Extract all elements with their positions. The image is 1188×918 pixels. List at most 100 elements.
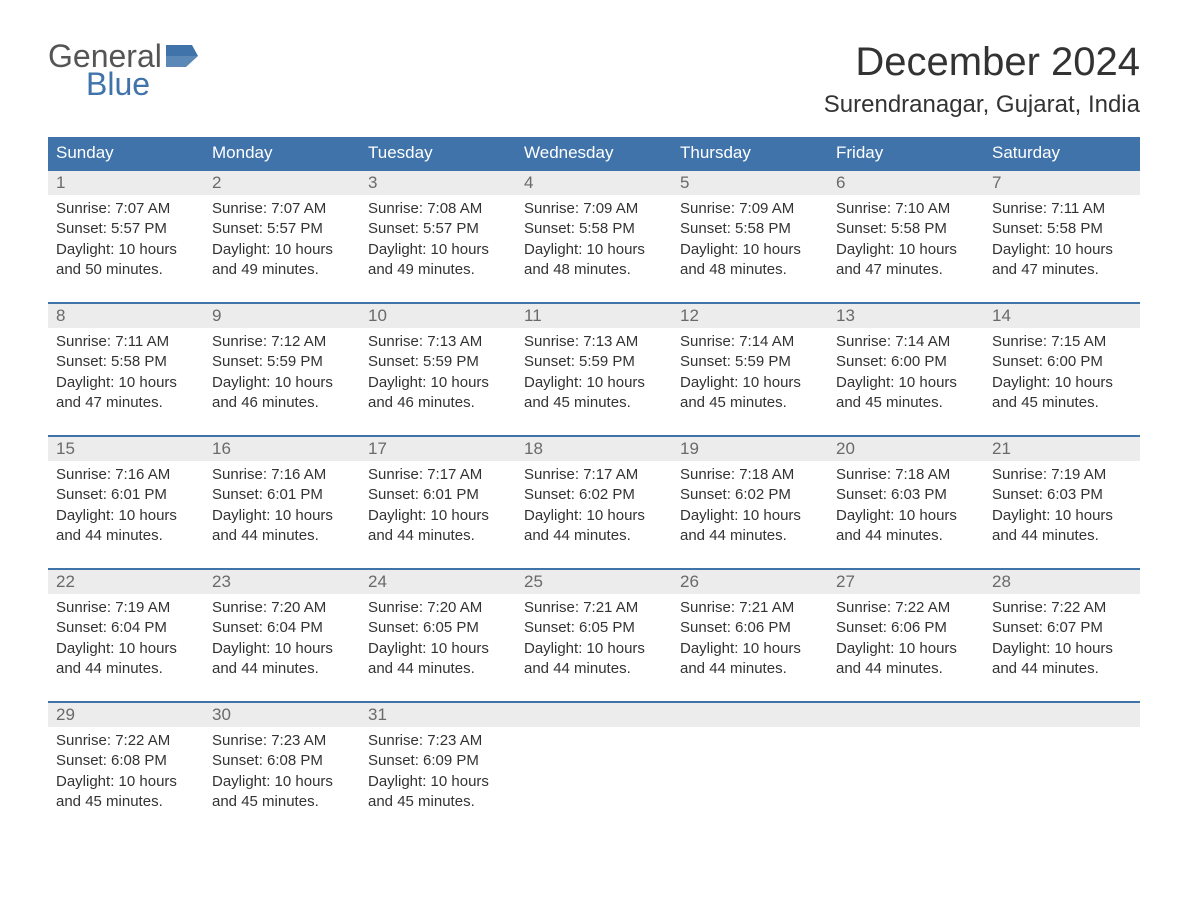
day-number: 10 bbox=[360, 304, 516, 328]
day-number: 29 bbox=[48, 703, 204, 727]
daylight-text-2: and 49 minutes. bbox=[368, 260, 508, 280]
daylight-text-1: Daylight: 10 hours bbox=[368, 506, 508, 526]
day-cell: Sunrise: 7:09 AMSunset: 5:58 PMDaylight:… bbox=[516, 195, 672, 302]
sunset-text: Sunset: 6:02 PM bbox=[680, 485, 820, 505]
day-number: 31 bbox=[360, 703, 516, 727]
day-number-row: 891011121314 bbox=[48, 304, 1140, 328]
daylight-text-1: Daylight: 10 hours bbox=[212, 506, 352, 526]
day-number: 14 bbox=[984, 304, 1140, 328]
sunset-text: Sunset: 5:58 PM bbox=[524, 219, 664, 239]
day-number-row: 1234567 bbox=[48, 171, 1140, 195]
sunrise-text: Sunrise: 7:08 AM bbox=[368, 199, 508, 219]
daylight-text-2: and 48 minutes. bbox=[680, 260, 820, 280]
sunrise-text: Sunrise: 7:09 AM bbox=[680, 199, 820, 219]
day-cell: Sunrise: 7:14 AMSunset: 5:59 PMDaylight:… bbox=[672, 328, 828, 435]
sunrise-text: Sunrise: 7:22 AM bbox=[992, 598, 1132, 618]
daylight-text-2: and 44 minutes. bbox=[836, 659, 976, 679]
day-number-row: 22232425262728 bbox=[48, 570, 1140, 594]
sunrise-text: Sunrise: 7:20 AM bbox=[368, 598, 508, 618]
day-cell: Sunrise: 7:16 AMSunset: 6:01 PMDaylight:… bbox=[48, 461, 204, 568]
daylight-text-1: Daylight: 10 hours bbox=[680, 639, 820, 659]
day-number: 16 bbox=[204, 437, 360, 461]
day-cell: Sunrise: 7:18 AMSunset: 6:03 PMDaylight:… bbox=[828, 461, 984, 568]
sunset-text: Sunset: 5:59 PM bbox=[368, 352, 508, 372]
daylight-text-1: Daylight: 10 hours bbox=[212, 240, 352, 260]
day-number: 24 bbox=[360, 570, 516, 594]
day-cell: Sunrise: 7:23 AMSunset: 6:08 PMDaylight:… bbox=[204, 727, 360, 834]
day-cell: Sunrise: 7:09 AMSunset: 5:58 PMDaylight:… bbox=[672, 195, 828, 302]
day-number-row: 293031 bbox=[48, 703, 1140, 727]
sunset-text: Sunset: 5:59 PM bbox=[524, 352, 664, 372]
day-cells-row: Sunrise: 7:11 AMSunset: 5:58 PMDaylight:… bbox=[48, 328, 1140, 435]
day-cell: Sunrise: 7:23 AMSunset: 6:09 PMDaylight:… bbox=[360, 727, 516, 834]
page-header: General Blue December 2024 Surendranagar… bbox=[48, 40, 1140, 119]
week-block: 891011121314Sunrise: 7:11 AMSunset: 5:58… bbox=[48, 302, 1140, 435]
daylight-text-1: Daylight: 10 hours bbox=[368, 772, 508, 792]
sunset-text: Sunset: 6:04 PM bbox=[212, 618, 352, 638]
weekday-header: Thursday bbox=[672, 137, 828, 169]
sunrise-text: Sunrise: 7:20 AM bbox=[212, 598, 352, 618]
sunrise-text: Sunrise: 7:22 AM bbox=[56, 731, 196, 751]
daylight-text-2: and 44 minutes. bbox=[524, 526, 664, 546]
daylight-text-2: and 45 minutes. bbox=[212, 792, 352, 812]
daylight-text-2: and 47 minutes. bbox=[992, 260, 1132, 280]
day-cell: Sunrise: 7:12 AMSunset: 5:59 PMDaylight:… bbox=[204, 328, 360, 435]
daylight-text-1: Daylight: 10 hours bbox=[212, 639, 352, 659]
daylight-text-1: Daylight: 10 hours bbox=[368, 240, 508, 260]
sunrise-text: Sunrise: 7:18 AM bbox=[836, 465, 976, 485]
day-number: 6 bbox=[828, 171, 984, 195]
daylight-text-2: and 44 minutes. bbox=[992, 526, 1132, 546]
sunrise-text: Sunrise: 7:18 AM bbox=[680, 465, 820, 485]
daylight-text-1: Daylight: 10 hours bbox=[992, 506, 1132, 526]
day-cell: Sunrise: 7:20 AMSunset: 6:04 PMDaylight:… bbox=[204, 594, 360, 701]
daylight-text-1: Daylight: 10 hours bbox=[56, 639, 196, 659]
daylight-text-2: and 44 minutes. bbox=[992, 659, 1132, 679]
day-number: 15 bbox=[48, 437, 204, 461]
day-number: 11 bbox=[516, 304, 672, 328]
sunset-text: Sunset: 5:59 PM bbox=[680, 352, 820, 372]
day-cell: Sunrise: 7:20 AMSunset: 6:05 PMDaylight:… bbox=[360, 594, 516, 701]
logo: General Blue bbox=[48, 40, 198, 100]
day-cell: Sunrise: 7:10 AMSunset: 5:58 PMDaylight:… bbox=[828, 195, 984, 302]
sunset-text: Sunset: 6:04 PM bbox=[56, 618, 196, 638]
daylight-text-1: Daylight: 10 hours bbox=[212, 373, 352, 393]
daylight-text-1: Daylight: 10 hours bbox=[524, 373, 664, 393]
day-cell: Sunrise: 7:21 AMSunset: 6:06 PMDaylight:… bbox=[672, 594, 828, 701]
sunset-text: Sunset: 6:08 PM bbox=[212, 751, 352, 771]
sunrise-text: Sunrise: 7:15 AM bbox=[992, 332, 1132, 352]
day-number: 23 bbox=[204, 570, 360, 594]
weekday-header-row: Sunday Monday Tuesday Wednesday Thursday… bbox=[48, 137, 1140, 169]
daylight-text-1: Daylight: 10 hours bbox=[680, 373, 820, 393]
sunset-text: Sunset: 6:09 PM bbox=[368, 751, 508, 771]
calendar: Sunday Monday Tuesday Wednesday Thursday… bbox=[48, 137, 1140, 834]
weekday-header: Sunday bbox=[48, 137, 204, 169]
day-cell: Sunrise: 7:17 AMSunset: 6:02 PMDaylight:… bbox=[516, 461, 672, 568]
sunset-text: Sunset: 6:01 PM bbox=[56, 485, 196, 505]
day-cell: Sunrise: 7:19 AMSunset: 6:04 PMDaylight:… bbox=[48, 594, 204, 701]
day-cell: Sunrise: 7:07 AMSunset: 5:57 PMDaylight:… bbox=[48, 195, 204, 302]
sunrise-text: Sunrise: 7:21 AM bbox=[524, 598, 664, 618]
daylight-text-2: and 44 minutes. bbox=[56, 526, 196, 546]
sunrise-text: Sunrise: 7:21 AM bbox=[680, 598, 820, 618]
sunrise-text: Sunrise: 7:11 AM bbox=[56, 332, 196, 352]
location-text: Surendranagar, Gujarat, India bbox=[824, 91, 1140, 119]
daylight-text-2: and 44 minutes. bbox=[368, 526, 508, 546]
daylight-text-1: Daylight: 10 hours bbox=[56, 506, 196, 526]
daylight-text-2: and 44 minutes. bbox=[212, 659, 352, 679]
day-number: 22 bbox=[48, 570, 204, 594]
sunrise-text: Sunrise: 7:16 AM bbox=[212, 465, 352, 485]
day-number bbox=[672, 703, 828, 727]
sunrise-text: Sunrise: 7:14 AM bbox=[680, 332, 820, 352]
weekday-header: Tuesday bbox=[360, 137, 516, 169]
sunrise-text: Sunrise: 7:13 AM bbox=[524, 332, 664, 352]
daylight-text-1: Daylight: 10 hours bbox=[680, 506, 820, 526]
day-cell: Sunrise: 7:16 AMSunset: 6:01 PMDaylight:… bbox=[204, 461, 360, 568]
day-cell bbox=[672, 727, 828, 834]
daylight-text-1: Daylight: 10 hours bbox=[524, 506, 664, 526]
day-cell: Sunrise: 7:11 AMSunset: 5:58 PMDaylight:… bbox=[48, 328, 204, 435]
day-number bbox=[516, 703, 672, 727]
sunset-text: Sunset: 6:07 PM bbox=[992, 618, 1132, 638]
sunset-text: Sunset: 5:59 PM bbox=[212, 352, 352, 372]
day-number: 7 bbox=[984, 171, 1140, 195]
week-block: 15161718192021Sunrise: 7:16 AMSunset: 6:… bbox=[48, 435, 1140, 568]
